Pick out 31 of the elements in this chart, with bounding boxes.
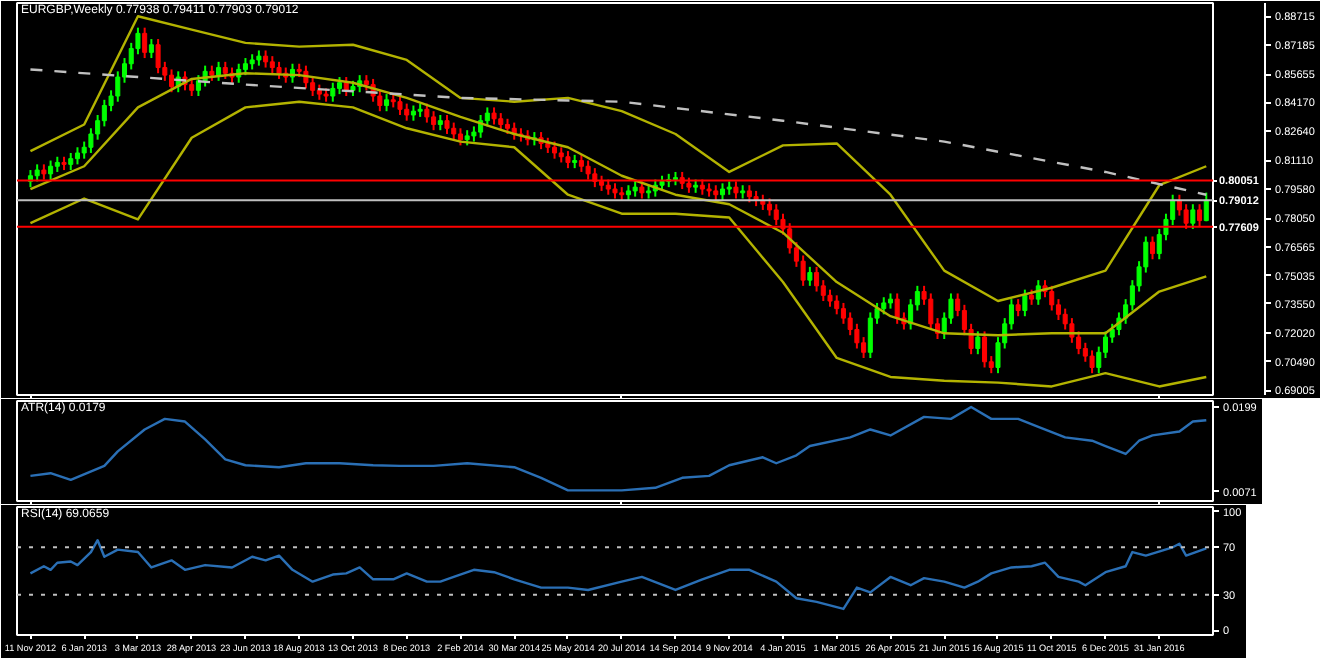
candlestick bbox=[1022, 288, 1028, 318]
candlestick bbox=[148, 38, 154, 60]
candlestick bbox=[444, 114, 450, 135]
candlestick bbox=[142, 26, 148, 60]
candlestick bbox=[1203, 191, 1209, 223]
candlestick bbox=[834, 294, 840, 316]
candlestick bbox=[169, 68, 175, 94]
line-series bbox=[29, 72, 1208, 337]
candlestick bbox=[894, 292, 900, 325]
candlestick bbox=[1089, 349, 1095, 375]
candlestick bbox=[982, 330, 988, 369]
candlestick bbox=[115, 70, 121, 103]
candlestick bbox=[48, 159, 54, 181]
candlestick bbox=[216, 60, 222, 82]
candlestick bbox=[397, 95, 403, 116]
line-series bbox=[29, 538, 1208, 611]
candlestick bbox=[424, 102, 430, 124]
candlestick bbox=[155, 38, 161, 75]
candlestick bbox=[1049, 284, 1055, 312]
candlestick bbox=[867, 311, 873, 359]
candlestick bbox=[928, 292, 934, 331]
candlestick bbox=[330, 81, 336, 103]
candlestick bbox=[807, 265, 813, 287]
candlestick bbox=[303, 64, 309, 90]
line-series bbox=[29, 100, 1208, 388]
candlestick bbox=[975, 330, 981, 356]
candlestick bbox=[814, 265, 820, 293]
candlestick bbox=[1190, 203, 1196, 230]
candlestick bbox=[1150, 235, 1156, 261]
line-series bbox=[29, 15, 1208, 303]
candlestick bbox=[431, 110, 437, 132]
